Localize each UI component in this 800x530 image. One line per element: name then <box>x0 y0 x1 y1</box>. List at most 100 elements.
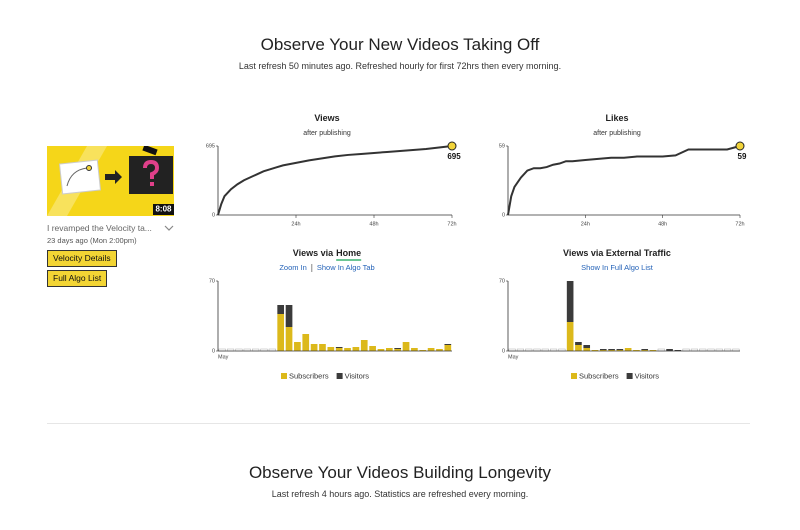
bar-segment <box>566 281 574 322</box>
end-label: 695 <box>447 152 461 161</box>
bar-segment <box>360 340 368 351</box>
bar-segment <box>575 345 582 351</box>
video-duration: 8:08 <box>155 205 172 214</box>
chart-title: Views <box>314 113 339 123</box>
bar-segment <box>666 349 673 351</box>
velocity-details-button[interactable]: Velocity Details <box>47 250 117 267</box>
bar-segment <box>599 350 607 351</box>
bar-segment <box>575 342 582 345</box>
chart-title: Views via External Traffic <box>563 248 671 258</box>
bar-segment <box>674 350 682 351</box>
y-tick-label: 695 <box>206 143 215 149</box>
bar-segment <box>285 305 293 327</box>
bar-segment <box>583 345 591 348</box>
bar-segment <box>402 342 410 351</box>
video-date: 23 days ago (Mon 2:00pm) <box>47 236 137 245</box>
bar-segment <box>327 347 335 351</box>
page-subtitle: Last refresh 50 minutes ago. Refreshed h… <box>238 61 562 71</box>
bar-segment <box>633 350 640 351</box>
y-tick-label: 70 <box>499 278 505 284</box>
title-text: Views <box>314 113 339 123</box>
x-tick-label: May <box>218 354 229 360</box>
bar-segment <box>335 348 343 351</box>
bar-segment <box>377 349 385 351</box>
y-tick-label: 0 <box>212 212 215 218</box>
bar-segment <box>352 347 360 351</box>
x-tick-label: 24h <box>581 221 590 227</box>
bar-segment <box>608 349 615 350</box>
bar-segment <box>385 348 393 351</box>
bar-segment <box>641 350 649 351</box>
section-title: Observe Your Videos Building Longevity <box>248 463 552 482</box>
bar-segment <box>436 349 443 351</box>
link[interactable]: Zoom In <box>279 263 307 272</box>
end-marker <box>447 141 457 151</box>
bar-segment <box>649 350 657 351</box>
link[interactable]: Show In Full Algo List <box>581 263 654 272</box>
bar-segment <box>444 344 452 345</box>
bar-segment <box>591 350 599 351</box>
legend-label: Subscribers <box>289 371 329 380</box>
chart-title: Views via Home <box>293 248 361 258</box>
bar-segment <box>277 314 285 351</box>
line <box>217 145 453 216</box>
legend-swatch <box>336 373 343 379</box>
bar-segment <box>566 322 574 351</box>
chevron[interactable] <box>164 224 174 232</box>
bar-segment <box>616 350 624 351</box>
bar-segment <box>335 347 343 348</box>
legend-swatch <box>571 373 577 379</box>
bar-segment <box>444 345 452 351</box>
legend-label: Visitors <box>635 371 660 380</box>
x-tick-label: 48h <box>369 221 378 227</box>
y-tick-label: 0 <box>502 348 505 354</box>
x-tick-label: 24h <box>291 221 300 227</box>
bar-segment <box>294 342 301 351</box>
title-text: Views via External Traffic <box>563 248 671 258</box>
bar-segment <box>310 344 318 351</box>
x-tick-label: 48h <box>658 221 667 227</box>
legend-swatch <box>626 373 633 379</box>
line <box>507 145 741 216</box>
video-thumbnail[interactable]: 8:08 <box>47 146 174 216</box>
end-marker <box>735 141 745 151</box>
chart-subtitle: after publishing <box>593 130 641 137</box>
y-tick-label: 0 <box>502 212 505 218</box>
title-link[interactable]: Home <box>336 248 361 258</box>
x-tick-label: 72h <box>447 221 456 227</box>
bar-segment <box>641 349 649 350</box>
legend-label: Visitors <box>345 371 370 380</box>
bar-segment <box>583 348 591 351</box>
y-tick-label: 70 <box>209 278 215 284</box>
bar-segment <box>616 349 624 350</box>
bar-segment <box>608 350 615 351</box>
y-tick-label: 59 <box>499 143 505 149</box>
full-algo-list-button[interactable]: Full Algo List <box>47 270 108 287</box>
charts: Views after publishing 0 695 24h 48h 72h 695 Lik… <box>206 113 747 380</box>
legend-swatch <box>281 373 287 379</box>
y-tick-label: 0 <box>212 348 215 354</box>
chart-title: Likes <box>605 113 628 123</box>
thumbnail-art: 8:08 <box>47 146 174 216</box>
link[interactable]: Show In Algo Tab <box>317 263 375 272</box>
bar-segment <box>427 348 435 351</box>
x-tick-label: 72h <box>735 221 744 227</box>
bar-segment <box>394 349 402 351</box>
bar-segment <box>344 348 351 351</box>
bar-segment <box>624 348 632 351</box>
video-title[interactable]: I revamped the Velocity ta... <box>47 223 152 233</box>
bar-segment <box>599 349 607 350</box>
bar-segment <box>369 346 376 351</box>
bar-segment <box>394 348 402 349</box>
bar-segment <box>285 327 293 351</box>
page-title: Observe Your New Videos Taking Off <box>260 35 540 54</box>
x-tick-label: May <box>508 354 519 360</box>
bar-segment <box>419 350 427 351</box>
bar-segment <box>277 305 285 314</box>
title-text: Likes <box>605 113 628 123</box>
bar-segment <box>302 334 310 351</box>
divider <box>47 423 750 424</box>
title-text: Views via <box>293 248 334 258</box>
bar-segment <box>411 348 418 351</box>
